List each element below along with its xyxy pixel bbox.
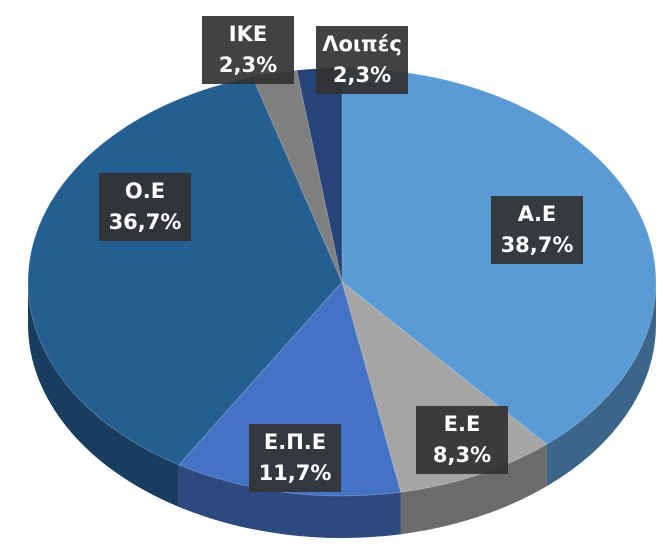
slice-side-shade (400, 444, 547, 535)
slice (177, 280, 402, 497)
data-labels: Α.Ε 38,7% Ε.Ε 8,3% Ε.Π.Ε 11,7% Ο.Ε 36,7% ΙΚΕ 2,3%… (99, 16, 583, 492)
slice-side (546, 282, 656, 487)
pie-sides (28, 282, 656, 538)
label-box (416, 406, 508, 474)
label-name: Α.Ε (518, 202, 557, 226)
label-name: Ε.Ε (444, 412, 481, 436)
data-label: ΙΚΕ 2,3% (202, 16, 294, 84)
label-name: Λοιπές (322, 32, 402, 56)
slice-side (178, 464, 401, 538)
label-name: Ε.Π.Ε (264, 430, 326, 454)
label-box (99, 173, 191, 241)
label-value: 8,3% (433, 443, 491, 467)
label-name: Ο.Ε (125, 179, 165, 203)
data-label: Ε.Π.Ε 11,7% (249, 424, 341, 492)
data-label: Ο.Ε 36,7% (99, 173, 191, 241)
label-box (491, 196, 583, 264)
data-label: Λοιπές 2,3% (316, 26, 408, 94)
label-box (316, 26, 408, 94)
data-label: Α.Ε 38,7% (491, 196, 583, 264)
slice-side (28, 282, 179, 507)
slice-side-shade (546, 282, 656, 487)
label-value: 2,3% (219, 53, 277, 77)
data-label: Ε.Ε 8,3% (416, 406, 508, 474)
slice-side (400, 444, 547, 535)
label-value: 2,3% (333, 63, 391, 87)
label-box (249, 424, 341, 492)
slice-side-shade (28, 282, 179, 507)
label-value: 36,7% (109, 210, 182, 234)
label-value: 38,7% (501, 233, 574, 257)
slice-side-shade (178, 464, 401, 538)
pie-tops (27, 67, 657, 497)
label-box (202, 16, 294, 84)
label-name: ΙΚΕ (229, 22, 267, 46)
label-value: 11,7% (259, 461, 332, 485)
